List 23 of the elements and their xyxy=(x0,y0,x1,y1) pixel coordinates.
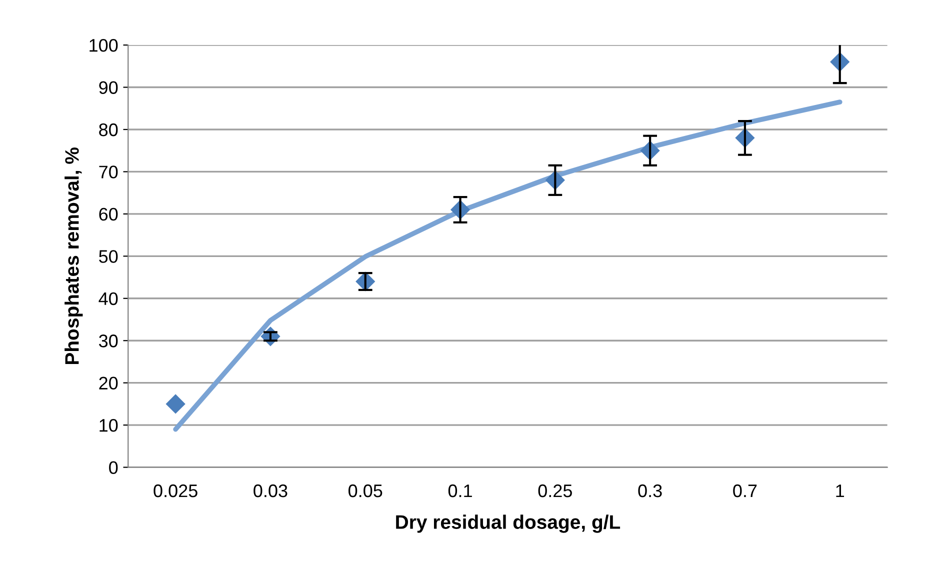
x-tick-label: 0.7 xyxy=(733,484,757,498)
x-tick-label: 0.025 xyxy=(154,484,198,498)
point xyxy=(166,394,186,414)
y-tick-label: 100 xyxy=(90,38,118,52)
x-tick-label: 0.25 xyxy=(538,484,572,498)
y-tick-label: 70 xyxy=(99,166,118,178)
y-tick-label: 10 xyxy=(100,419,118,432)
y-tick-label: 90 xyxy=(99,81,118,94)
y-axis-title: Phosphates removal, % xyxy=(64,148,83,364)
x-tick-label: 0.03 xyxy=(254,484,288,498)
y-tick-label: 30 xyxy=(99,334,118,348)
y-tick-label: 0 xyxy=(109,461,118,474)
x-axis-title: Dry residual dosage, g/L xyxy=(396,514,620,533)
y-tick-label: 60 xyxy=(99,208,118,221)
y-tick-label: 20 xyxy=(99,376,118,390)
y-tick-label: 80 xyxy=(99,123,118,136)
y-tick-label: 50 xyxy=(99,250,118,263)
x-tick-label: 0.05 xyxy=(348,484,382,498)
line-series xyxy=(173,100,842,432)
x-tick-label: 0.1 xyxy=(448,484,472,498)
x-tick-label: 1 xyxy=(836,484,844,498)
y-tick-label: 40 xyxy=(98,292,118,306)
x-tick-label: 0.3 xyxy=(638,484,662,498)
